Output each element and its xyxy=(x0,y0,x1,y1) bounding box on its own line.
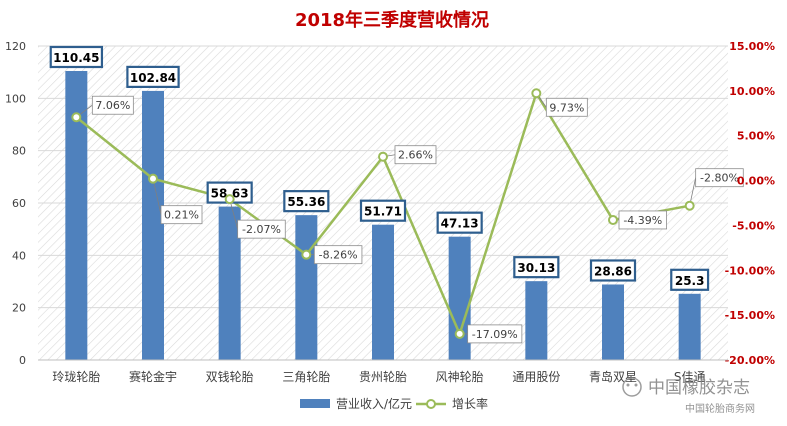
y-left-tick-label: 40 xyxy=(12,249,26,262)
growth-value-label: -17.09% xyxy=(472,328,518,341)
bar xyxy=(448,236,471,360)
growth-label-box xyxy=(618,210,667,230)
bar-value-label: 55.36 xyxy=(287,195,325,209)
bar xyxy=(65,70,88,360)
x-tick-label: 通用股份 xyxy=(512,370,560,384)
growth-point xyxy=(224,194,235,205)
callout-leader xyxy=(229,199,239,230)
y-right-tick-label: -20.00% xyxy=(725,354,775,367)
growth-label-box xyxy=(237,219,286,239)
x-tick-label: 双钱轮胎 xyxy=(206,369,254,384)
y-right-tick-label: -10.00% xyxy=(725,264,775,277)
bar-label-box xyxy=(283,190,330,213)
growth-value-label: -4.39% xyxy=(623,214,662,227)
bar-label-box xyxy=(436,211,483,234)
growth-value-label: 2.66% xyxy=(398,149,433,162)
bar-label-box xyxy=(670,268,710,291)
bar-label-box xyxy=(359,199,407,222)
callout-leader xyxy=(152,178,162,215)
growth-value-label: -8.26% xyxy=(319,249,358,262)
growth-value-label: 9.73% xyxy=(549,101,584,114)
growth-label-box xyxy=(545,97,588,117)
y-left-tick-label: 120 xyxy=(5,40,26,53)
bar-value-label: 110.45 xyxy=(53,51,99,65)
watermark-title: 中国橡胶杂志 xyxy=(648,378,750,398)
x-tick-label: 青岛双星 xyxy=(589,369,637,384)
watermark-subtitle: 中国轮胎商务网 xyxy=(685,402,755,415)
bar xyxy=(142,90,164,360)
bar-label-box xyxy=(589,259,637,282)
y-right-tick-label: 15.00% xyxy=(729,40,775,53)
growth-label-box xyxy=(313,245,363,265)
bar xyxy=(295,215,318,360)
growth-value-label: -2.80% xyxy=(700,172,739,185)
growth-point xyxy=(71,112,82,123)
y-left-tick-label: 80 xyxy=(12,145,26,158)
growth-point xyxy=(148,173,158,184)
bar xyxy=(602,284,624,360)
growth-point xyxy=(378,151,388,162)
bar-label-box xyxy=(49,45,104,69)
bar xyxy=(218,206,241,360)
growth-point xyxy=(301,249,312,260)
chart-title: 2018年三季度营收情况 xyxy=(295,9,489,31)
growth-point xyxy=(454,328,465,339)
growth-value-label: -2.07% xyxy=(242,223,281,236)
bar-value-label: 25.3 xyxy=(675,274,705,288)
watermark: 中国橡胶杂志 中国轮胎商务网 xyxy=(622,377,755,415)
legend: 营业收入/亿元 增长率 xyxy=(300,396,488,411)
bar-value-label: 28.86 xyxy=(594,264,632,278)
y-right-tick-label: -15.00% xyxy=(725,309,775,322)
growth-point xyxy=(531,88,542,99)
bar-value-label: 51.71 xyxy=(364,205,402,219)
x-tick-label: S佳通 xyxy=(674,370,706,384)
bar xyxy=(678,293,701,360)
y-left-tick-label: 20 xyxy=(12,302,26,315)
legend-line-label: 增长率 xyxy=(452,396,488,411)
x-tick-label: 赛轮金宇 xyxy=(129,369,177,384)
growth-value-label: 0.21% xyxy=(164,209,199,222)
x-tick-label: 贵州轮胎 xyxy=(359,370,407,384)
bar-value-label: 58.63 xyxy=(211,187,249,201)
growth-label-box xyxy=(467,324,523,344)
y-left-tick-label: 100 xyxy=(5,92,26,105)
y-right-tick-label: 10.00% xyxy=(729,85,775,98)
legend-bar-swatch xyxy=(300,399,330,408)
legend-bar-label: 营业收入/亿元 xyxy=(336,396,412,411)
y-right-tick-label: 0.00% xyxy=(737,175,775,188)
y-right-tick-label: 5.00% xyxy=(737,130,775,143)
x-tick-label: 三角轮胎 xyxy=(282,370,330,384)
growth-point xyxy=(608,214,618,225)
bar-label-box xyxy=(126,65,180,89)
y-left-tick-label: 60 xyxy=(12,197,26,210)
growth-point xyxy=(684,200,695,211)
bar-value-label: 102.84 xyxy=(130,71,176,85)
growth-value-label: 7.06% xyxy=(95,99,130,112)
growth-label-box xyxy=(160,205,203,225)
y-right-tick-label: -5.00% xyxy=(732,219,775,232)
bar xyxy=(372,224,394,360)
x-tick-label: 玲珑轮胎 xyxy=(52,370,100,384)
growth-label-box xyxy=(394,145,437,165)
wechat-icon xyxy=(622,377,642,397)
bar-value-label: 47.13 xyxy=(441,217,479,231)
bar-label-box xyxy=(513,256,560,279)
growth-label-box xyxy=(695,168,744,188)
x-tick-label: 风神轮胎 xyxy=(436,370,484,384)
bar-value-label: 30.13 xyxy=(517,261,555,275)
bar xyxy=(525,281,548,360)
y-left-tick-label: 0 xyxy=(19,354,26,367)
legend-line-marker xyxy=(426,399,436,409)
growth-label-box xyxy=(91,95,134,115)
